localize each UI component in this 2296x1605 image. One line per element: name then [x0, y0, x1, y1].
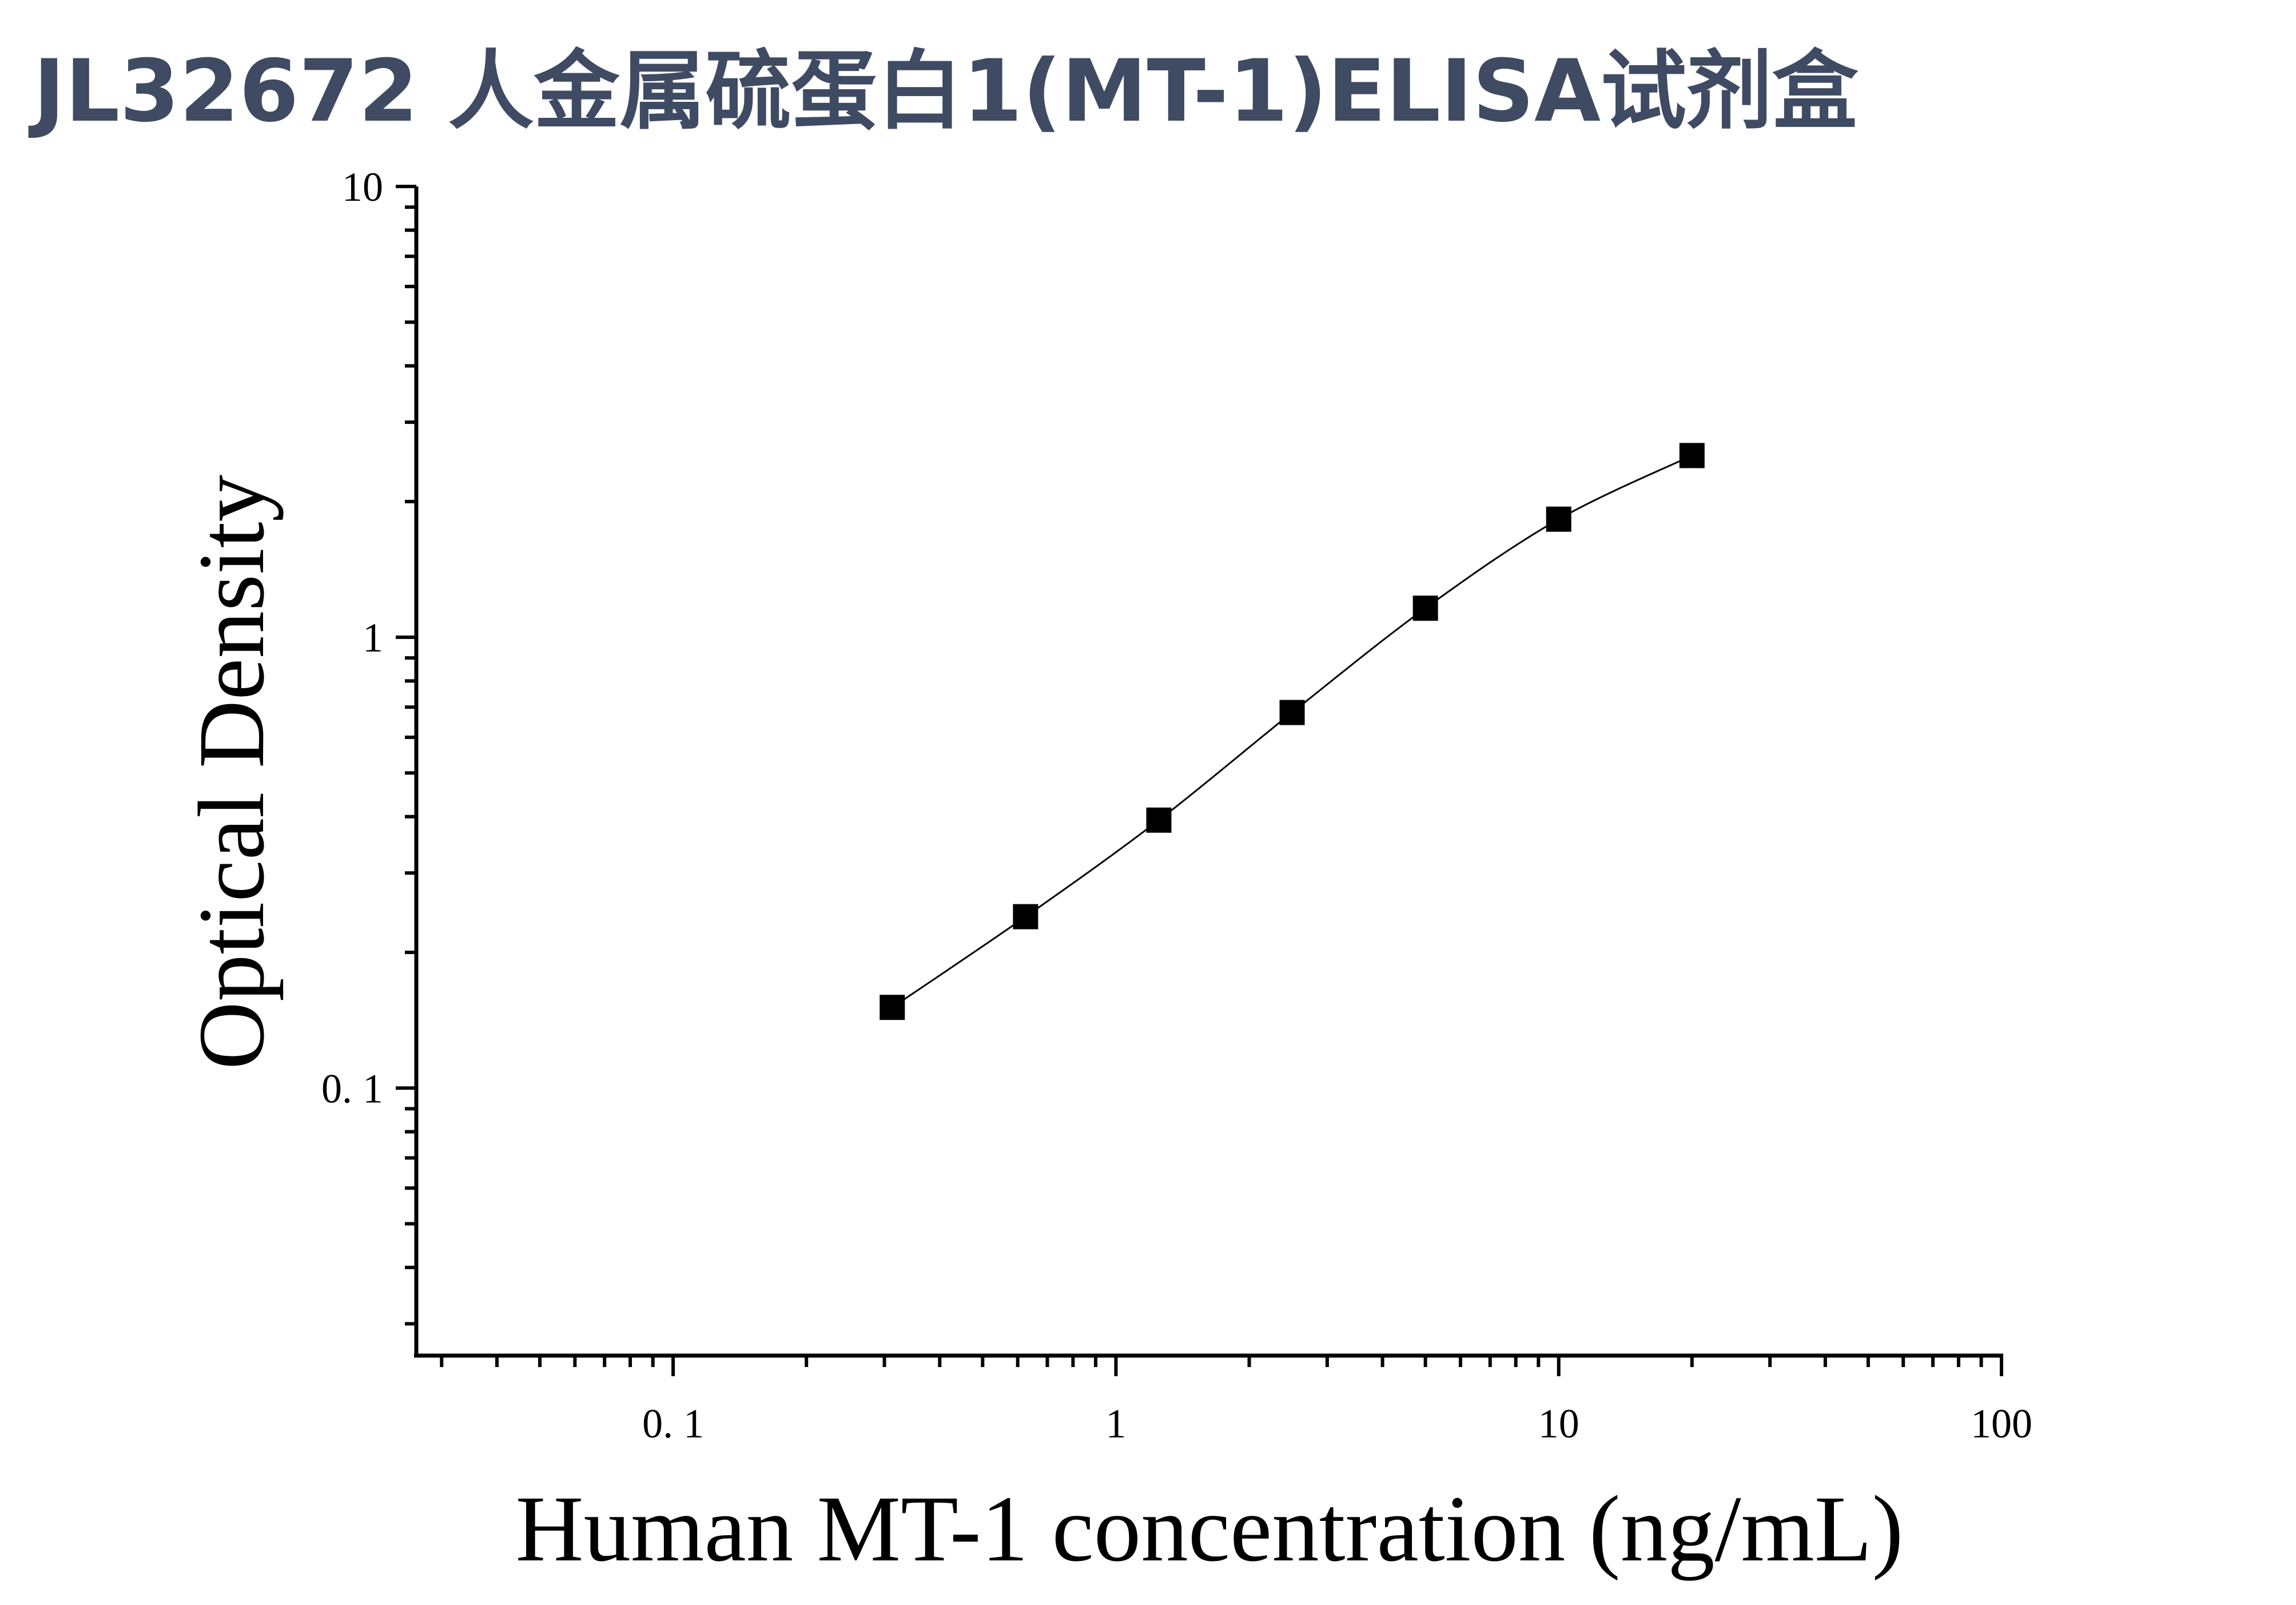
page-title: JL32672 人金属硫蛋白1(MT-1)ELISA试剂盒: [33, 42, 1859, 141]
x-tick-label: 100: [1971, 1401, 2032, 1447]
x-axis-title: Human MT-1 concentration (ng/mL): [515, 1476, 1903, 1581]
fit-curve: [892, 455, 1693, 1008]
y-tick-label: 1: [363, 615, 383, 661]
data-point: [1679, 443, 1705, 468]
data-point: [1412, 595, 1438, 621]
data-point: [1013, 904, 1038, 929]
x-tick-label: 10: [1538, 1401, 1579, 1447]
data-point: [1279, 700, 1305, 725]
x-ticks: 0. 1 1 10 100: [440, 1356, 2032, 1447]
data-point: [1146, 807, 1172, 833]
x-tick-label: 0. 1: [642, 1401, 704, 1447]
y-tick-label: 0. 1: [321, 1066, 383, 1111]
x-tick-label: 1: [1105, 1401, 1126, 1447]
data-point: [1546, 506, 1571, 532]
y-ticks: 0. 1 1 10: [321, 164, 416, 1326]
data-point: [880, 995, 905, 1020]
y-tick-label: 10: [342, 164, 383, 210]
y-axis-title: Optical Density: [179, 475, 284, 1070]
data-points: [880, 443, 1705, 1020]
fit-curve-line: [892, 455, 1693, 1008]
